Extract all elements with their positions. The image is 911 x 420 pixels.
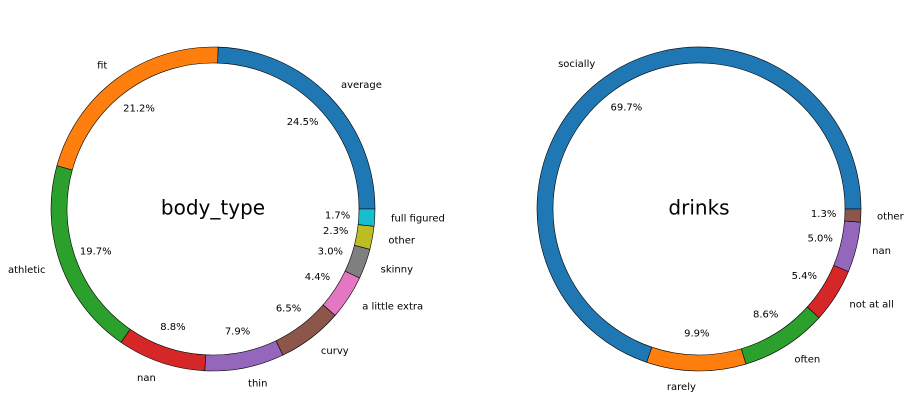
slice-label-athletic: athletic: [8, 265, 46, 276]
center-label: body_type: [161, 196, 265, 220]
slice-full-figured: [357, 208, 376, 227]
slice-percent-nan: 8.8%: [160, 322, 185, 333]
slice-label-not-at-all: not at all: [849, 300, 893, 311]
slice-percent-a-little-extra: 4.4%: [305, 272, 330, 283]
slice-percent-skinny: 3.0%: [318, 246, 343, 257]
slice-label-thin: thin: [248, 379, 267, 390]
slice-label-full-figured: full figured: [391, 214, 445, 225]
slice-label-nan: nan: [137, 373, 156, 384]
slice-label-often: often: [794, 355, 820, 366]
slice-label-socially: socially: [558, 59, 595, 70]
drinks-donut-chart: socially 69.7% rarely 9.9% often 8.6% not at a…: [536, 46, 905, 393]
slice-label-other: other: [388, 236, 416, 247]
slice-label-curvy: curvy: [321, 346, 349, 357]
slice-percent-nan: 5.0%: [807, 234, 832, 245]
slice-skinny: [344, 244, 371, 279]
slice-percent-athletic: 19.7%: [80, 247, 112, 258]
slice-percent-rarely: 9.9%: [684, 329, 709, 340]
center-label: drinks: [668, 196, 729, 220]
slice-percent-not-at-all: 5.4%: [792, 271, 817, 282]
slice-percent-fit: 21.2%: [123, 104, 155, 115]
slice-rarely: [646, 346, 747, 372]
slice-label-skinny: skinny: [381, 264, 413, 275]
slice-percent-curvy: 6.5%: [276, 303, 301, 314]
slice-percent-often: 8.6%: [753, 309, 778, 320]
slice-percent-full-figured: 1.7%: [325, 211, 350, 222]
slice-label-fit: fit: [97, 60, 107, 71]
slice-thin: [204, 340, 284, 372]
slice-percent-other: 2.3%: [323, 226, 348, 237]
slice-percent-thin: 7.9%: [225, 326, 250, 337]
slice-other: [844, 208, 862, 223]
slice-label-a-little-extra: a little extra: [362, 301, 423, 312]
slice-percent-average: 24.5%: [287, 117, 319, 128]
slice-socially: [536, 46, 862, 363]
slice-label-other: other: [877, 211, 905, 222]
slice-label-rarely: rarely: [667, 382, 696, 393]
body-type-donut-chart: average 24.5% fit 21.2% athletic 19.7% nan 8.8%…: [8, 46, 445, 390]
slice-percent-socially: 69.7%: [611, 103, 643, 114]
slice-label-average: average: [341, 80, 382, 91]
slice-label-nan: nan: [872, 246, 891, 257]
slice-other: [354, 224, 375, 250]
slice-nan: [833, 220, 861, 272]
slice-nan: [120, 328, 206, 372]
slice-percent-other: 1.3%: [811, 209, 836, 220]
